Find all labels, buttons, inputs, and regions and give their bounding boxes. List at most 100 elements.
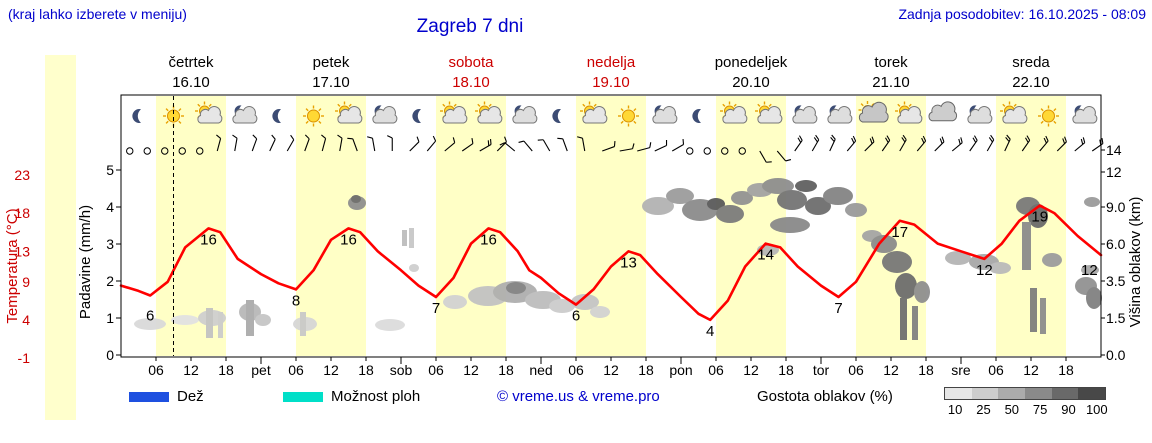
precip-tick-label: 5 xyxy=(106,162,114,178)
cloud-axis-label: Višina oblakov (km) xyxy=(1127,197,1144,328)
wind-barb-icon xyxy=(934,136,945,152)
calm-wind-icon xyxy=(126,147,134,155)
wind-barb-icon xyxy=(1074,137,1086,152)
hour-tick-label: 06 xyxy=(848,362,864,378)
cloud-sun-icon xyxy=(858,101,889,123)
hour-tick-label: 12 xyxy=(1023,362,1039,378)
wind-barb-icon xyxy=(321,134,327,152)
wind-barb-icon xyxy=(409,136,420,152)
day-date: 20.10 xyxy=(732,74,770,91)
day-abbrev-label: ned xyxy=(529,362,552,378)
cloud-tick-label: 14 xyxy=(1106,142,1122,158)
hour-tick-label: 06 xyxy=(148,362,164,378)
temp-tick-label: 18 xyxy=(14,205,30,221)
weather-icons-row xyxy=(132,101,1098,127)
wind-barb-icon xyxy=(864,136,875,152)
temperature-value-label: 14 xyxy=(757,247,774,264)
day-name: ponedeljek xyxy=(715,54,788,71)
moon-cloud-icon xyxy=(512,105,538,124)
cloud-tick-label: 3.5 xyxy=(1106,273,1126,289)
wind-barb-icon xyxy=(671,138,685,152)
cloud-density-scale-ticks: 10 25 50 75 90 100 xyxy=(941,402,1111,417)
hour-tick-label: 12 xyxy=(183,362,199,378)
density-tick-label: 75 xyxy=(1032,402,1048,417)
wind-barb-icon xyxy=(426,135,437,152)
wind-barb-icon xyxy=(304,134,310,152)
daytime-band xyxy=(576,96,646,356)
plot-frame xyxy=(120,94,1102,358)
day-abbrev-label: pon xyxy=(669,362,692,378)
moon-cloud-icon xyxy=(827,105,853,124)
day-date: 17.10 xyxy=(312,74,350,91)
day-name: sreda xyxy=(1012,54,1050,71)
temp-tick-label: 9 xyxy=(22,274,30,290)
wind-barb-icon xyxy=(337,134,343,152)
moon-cloud-icon xyxy=(652,105,678,124)
precip-axis-label: Padavine (mm/h) xyxy=(77,205,94,319)
rain-legend-label: Dež xyxy=(177,388,204,405)
wind-barbs-row xyxy=(126,134,1104,163)
temperature-value-label: 16 xyxy=(480,231,497,248)
wind-barb-icon xyxy=(916,135,927,152)
hour-tick-label: 06 xyxy=(568,362,584,378)
axis-ticks-layer: 23 18 13 9 4 -1 5 4 3 2 1 0 14 12 9.0 6.0 3.5 1.5 0.0 06 12 1… xyxy=(14,142,1125,378)
hour-tick-label: 18 xyxy=(358,362,374,378)
wind-barb-icon xyxy=(881,135,891,152)
left-accent-strip xyxy=(45,55,76,420)
hour-tick-label: 18 xyxy=(638,362,654,378)
wind-barb-icon xyxy=(461,138,474,152)
cloud-density-legend-label: Gostota oblakov (%) xyxy=(757,388,893,405)
wind-barb-icon xyxy=(347,137,358,152)
temperature-curve xyxy=(119,204,1103,322)
moon-cloud-icon xyxy=(792,105,818,124)
calm-wind-icon xyxy=(703,147,711,155)
cloud-icon xyxy=(928,101,958,122)
wind-barb-icon xyxy=(537,139,551,152)
wind-barb-icon xyxy=(444,137,456,152)
temperature-value-label: 13 xyxy=(620,254,637,271)
sun-icon xyxy=(618,105,639,127)
hour-tick-label: 18 xyxy=(778,362,794,378)
density-tick-label: 90 xyxy=(1061,402,1076,417)
hour-tick-label: 06 xyxy=(288,362,304,378)
precip-tick-label: 0 xyxy=(106,347,114,363)
moon-icon xyxy=(552,109,561,123)
wind-barb-icon xyxy=(251,134,258,152)
page-title: Zagreb 7 dni xyxy=(416,16,524,37)
cloud-tick-label: 12 xyxy=(1106,164,1122,180)
calm-wind-icon xyxy=(721,147,729,155)
hour-tick-label: 18 xyxy=(218,362,234,378)
calm-wind-icon xyxy=(161,147,169,155)
hour-tick-label: 12 xyxy=(323,362,339,378)
cloud-tick-label: 6.0 xyxy=(1106,236,1126,252)
showers-legend-label: Možnost ploh xyxy=(331,388,421,405)
temp-tick-label: 4 xyxy=(22,312,30,328)
hour-tick-label: 12 xyxy=(883,362,899,378)
day-abbrev-label: sre xyxy=(951,362,971,378)
precip-tick-label: 2 xyxy=(106,273,114,289)
wind-barb-icon xyxy=(367,136,376,152)
temperature-value-label: 7 xyxy=(834,300,842,317)
sun-cloud-icon xyxy=(755,101,783,124)
wind-barb-icon xyxy=(951,137,963,152)
daytime-band xyxy=(296,96,366,356)
calm-wind-icon xyxy=(738,147,746,155)
moon-cloud-icon xyxy=(1072,105,1098,124)
day-date: 19.10 xyxy=(592,74,630,91)
sun-cloud-icon xyxy=(895,101,923,124)
temperature-curve-layer: 6 16 8 16 7 16 6 13 4 14 7 17 12 19 12 xyxy=(119,204,1103,340)
wind-barb-icon xyxy=(794,135,803,152)
cloud-tick-label: 0.0 xyxy=(1106,347,1126,363)
hour-tick-label: 12 xyxy=(743,362,759,378)
density-swatch xyxy=(1051,388,1079,399)
wind-barb-icon xyxy=(269,134,276,152)
sun-cloud-icon xyxy=(335,101,363,124)
density-swatch xyxy=(971,388,999,399)
day-date: 21.10 xyxy=(872,74,910,91)
copyright-link[interactable]: © vreme.us & vreme.pro xyxy=(497,388,660,405)
temperature-value-label: 7 xyxy=(432,300,440,317)
wind-barb-icon xyxy=(846,135,857,152)
sun-cloud-icon xyxy=(580,101,608,124)
temperature-value-label: 12 xyxy=(1081,262,1098,279)
